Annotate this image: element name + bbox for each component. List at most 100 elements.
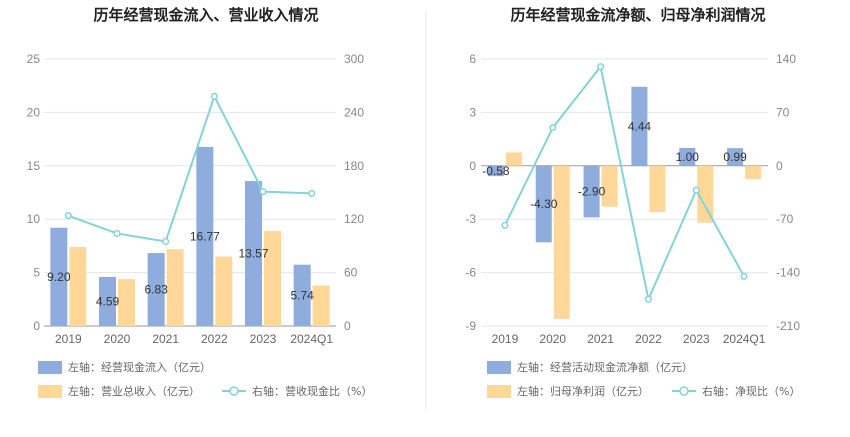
category-label: 2022 [635,332,662,346]
bar-data-label: 9.20 [47,270,71,284]
bar-data-label: -0.58 [482,164,510,178]
category-label: 2023 [250,332,277,346]
category-label: 2020 [104,332,131,346]
legend-swatch-secondary [487,385,511,398]
left-axis-tick: 3 [469,105,476,119]
legend-label: 左轴：归母净利润（亿元） [517,384,649,398]
left-axis-tick: 5 [33,266,40,280]
primary-bar [679,148,696,166]
ratio-point [549,124,557,132]
bar-data-label: 13.57 [238,247,268,261]
ratio-point [113,229,121,237]
category-label: 2021 [587,332,614,346]
secondary-bar [649,165,666,213]
left-axis-tick: 0 [33,319,40,333]
secondary-bar [264,230,281,326]
legend-swatch-line-marker [679,386,689,396]
legend-swatch-line-marker [229,386,239,396]
legend-swatch-primary [38,361,62,374]
ratio-point [64,212,72,220]
secondary-bar [505,152,522,166]
left-axis-tick: 6 [469,52,476,66]
ratio-point [692,186,700,194]
ratio-point [259,188,267,196]
bar-data-label: 16.77 [190,229,220,243]
category-label: 2023 [683,332,710,346]
primary-bar [99,276,116,326]
legend-swatch-secondary [38,385,62,398]
category-label: 2024Q1 [290,332,333,346]
ratio-point [740,272,748,280]
primary-bar [293,264,311,326]
ratio-point [210,92,218,100]
bar-data-label: -2.90 [578,185,606,199]
primary-bar [196,146,214,326]
ratio-point [308,189,316,197]
secondary-bar [215,256,233,326]
secondary-bar [69,246,87,326]
category-label: 2022 [201,332,228,346]
left-axis-tick: 15 [27,159,41,173]
right-axis-tick: 60 [344,266,358,280]
category-label: 2019 [492,332,519,346]
right-axis-tick: 70 [776,105,790,119]
ratio-line [67,93,312,243]
left-axis-tick: 20 [27,105,41,119]
legend-label: 左轴：经营活动现金流净额（亿元） [517,360,693,374]
right-axis-tick: 240 [344,105,364,119]
ratio-point [501,221,509,229]
secondary-bar [312,285,330,326]
primary-bar [487,165,504,177]
right-axis-tick: 120 [344,212,364,226]
left-axis-tick: -9 [465,319,476,333]
category-label: 2021 [152,332,179,346]
chart-title: 历年经营现金流入、营业收入情况 [93,6,318,24]
primary-bar [245,181,262,326]
bar-data-label: 6.83 [144,283,168,297]
bar-data-label: 4.59 [96,294,120,308]
left-axis-tick: -3 [465,212,476,226]
category-label: 2020 [539,332,566,346]
primary-bar [727,148,744,166]
secondary-bar [745,165,762,180]
right-axis-tick: -140 [776,266,800,280]
category-label: 2024Q1 [723,332,766,346]
right-axis-tick: -70 [776,212,794,226]
secondary-bar [697,165,714,223]
right-axis-tick: 300 [344,52,364,66]
category-label: 2019 [55,332,82,346]
secondary-bar [601,165,618,207]
ratio-point [597,63,605,71]
left-axis-tick: 25 [27,52,41,66]
ratio-point [644,295,652,303]
bar-data-label: 5.74 [290,288,314,302]
chart-title: 历年经营现金流净额、归母净利润情况 [510,6,765,24]
legend-label: 右轴：净现比（%） [702,384,800,398]
bar-data-label: -4.30 [530,197,558,211]
left-axis-tick: 0 [469,159,476,173]
legend-label: 右轴：营收现金比（%） [252,384,372,398]
primary-bar [50,227,68,326]
right-axis-tick: 180 [344,159,364,173]
bar-data-label: 1.00 [676,150,700,164]
net-cashflow-profit-chart: 历年经营现金流净额、归母净利润情况 -9 -6 -3 0 3 6 -210 -140 -70 0 70… [465,6,800,398]
ratio-point [162,237,170,245]
primary-bar [147,253,165,326]
legend-label: 左轴：经营现金流入（亿元） [68,360,211,374]
left-axis-tick: -6 [465,266,476,280]
right-axis-tick: -210 [776,319,800,333]
primary-bar [631,86,648,166]
right-axis-tick: 0 [344,319,351,333]
ratio-line [504,64,745,303]
right-axis-tick: 140 [776,52,796,66]
primary-bar [583,165,600,218]
right-axis-tick: 0 [776,159,783,173]
secondary-bar [118,279,135,326]
secondary-bar [166,249,184,326]
bar-data-label: 4.44 [628,119,652,133]
primary-bar [535,165,552,243]
left-axis-tick: 10 [27,212,41,226]
secondary-bar [553,165,570,319]
